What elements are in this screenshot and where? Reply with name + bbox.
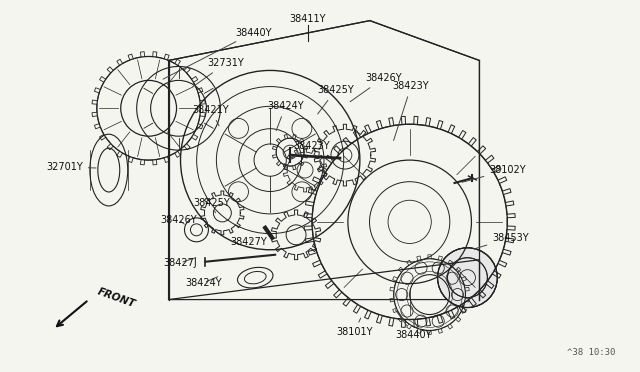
Text: 38453Y: 38453Y <box>474 233 529 249</box>
Text: 38421Y: 38421Y <box>193 105 229 126</box>
Text: 38427J: 38427J <box>164 258 197 268</box>
Text: 32731Y: 32731Y <box>193 58 244 87</box>
Ellipse shape <box>438 248 497 308</box>
Text: 38101Y: 38101Y <box>336 318 372 337</box>
Text: 38425Y: 38425Y <box>317 85 354 114</box>
Text: 38411Y: 38411Y <box>290 14 326 24</box>
Text: 32701Y: 32701Y <box>46 162 96 172</box>
Text: FRONT: FRONT <box>96 286 136 309</box>
Text: 38102Y: 38102Y <box>462 165 526 182</box>
Text: 38440Y: 38440Y <box>163 28 272 79</box>
Text: 38425Y: 38425Y <box>193 198 230 213</box>
Text: 38426Y: 38426Y <box>161 215 197 225</box>
Text: 38427Y: 38427Y <box>230 237 267 247</box>
Text: 38426Y: 38426Y <box>350 73 401 102</box>
Text: 38424Y: 38424Y <box>267 101 304 131</box>
Text: 38423Y: 38423Y <box>291 141 330 159</box>
Text: 38423Y: 38423Y <box>393 81 429 141</box>
Text: ^38 10:30: ^38 10:30 <box>567 348 616 357</box>
Text: 38440Y: 38440Y <box>396 310 432 340</box>
Text: 38424Y: 38424Y <box>186 277 222 288</box>
